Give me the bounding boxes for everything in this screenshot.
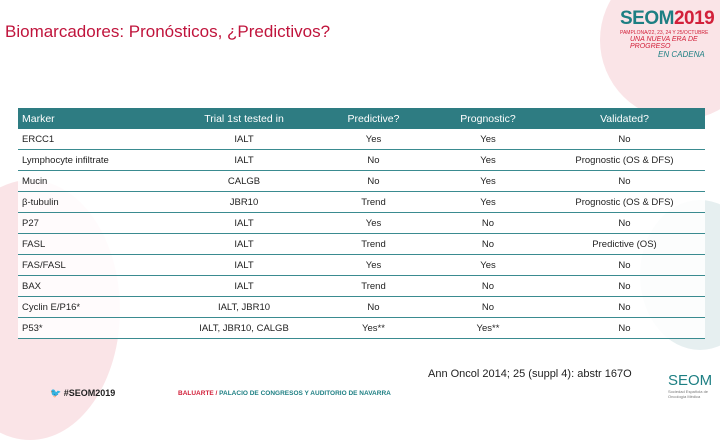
table-cell: No xyxy=(544,275,705,297)
table-cell: Trend xyxy=(315,233,432,255)
table-cell: Yes** xyxy=(315,317,432,339)
table-cell: IALT, JBR10, CALGB xyxy=(173,317,315,339)
table-cell: IALT xyxy=(173,233,315,255)
table-row: Lymphocyte infiltrate IALT No Yes Prognostic… xyxy=(18,149,705,171)
col-predictive: Predictive? xyxy=(315,108,432,129)
table-cell: No xyxy=(432,296,544,318)
table-cell: Mucin xyxy=(18,170,173,192)
table-cell: P27 xyxy=(18,212,173,234)
table-cell: No xyxy=(544,170,705,192)
table-row: Mucin CALGB No Yes No xyxy=(18,170,705,192)
table-cell: IALT, JBR10 xyxy=(173,296,315,318)
seom-logo: SEOM Sociedad Española de Oncología Médic… xyxy=(668,372,713,399)
seom-2019-logo: SEOM2019 PAMPLONA/22, 23, 24 Y 25/OCTUBR… xyxy=(620,8,715,59)
table-cell: No xyxy=(315,149,432,171)
table-cell: Yes xyxy=(315,129,432,150)
table-cell: Cyclin E/P16* xyxy=(18,296,173,318)
table-cell: FAS/FASL xyxy=(18,254,173,276)
table-row: P53* IALT, JBR10, CALGB Yes** Yes** No xyxy=(18,317,705,339)
table-cell: IALT xyxy=(173,254,315,276)
table-cell: FASL xyxy=(18,233,173,255)
col-validated: Validated? xyxy=(544,108,705,129)
table-cell: No xyxy=(544,254,705,276)
table-cell: Prognostic (OS & DFS) xyxy=(544,149,705,171)
table-cell: No xyxy=(432,212,544,234)
page-title: Biomarcadores: Pronósticos, ¿Predictivos… xyxy=(5,22,331,41)
table-cell: No xyxy=(432,275,544,297)
table-cell: IALT xyxy=(173,212,315,234)
table-row: Cyclin E/P16* IALT, JBR10 No No No xyxy=(18,296,705,318)
table-cell: Predictive (OS) xyxy=(544,233,705,255)
col-prognostic: Prognostic? xyxy=(432,108,544,129)
col-marker: Marker xyxy=(18,108,173,129)
table-cell: Yes xyxy=(432,149,544,171)
table-cell: No xyxy=(544,317,705,339)
table-cell: P53* xyxy=(18,317,173,339)
table-cell: BAX xyxy=(18,275,173,297)
table-cell: IALT xyxy=(173,129,315,150)
table-header-row: Marker Trial 1st tested in Predictive? P… xyxy=(18,108,705,129)
table-cell: Yes xyxy=(315,212,432,234)
biomarker-table: Marker Trial 1st tested in Predictive? P… xyxy=(18,108,705,339)
table-cell: No xyxy=(432,233,544,255)
table-cell: No xyxy=(315,296,432,318)
table-cell: Yes xyxy=(432,254,544,276)
venue-text: BALUARTE / PALACIO DE CONGRESOS Y AUDITO… xyxy=(178,390,391,397)
table-cell: IALT xyxy=(173,275,315,297)
table-cell: No xyxy=(544,296,705,318)
table-cell: ERCC1 xyxy=(18,129,173,150)
table-cell: CALGB xyxy=(173,170,315,192)
table-cell: β-tubulin xyxy=(18,191,173,213)
table-cell: Yes xyxy=(432,191,544,213)
table-cell: Yes xyxy=(432,129,544,150)
table-cell: Lymphocyte infiltrate xyxy=(18,149,173,171)
table-row: P27 IALT Yes No No xyxy=(18,212,705,234)
col-trial: Trial 1st tested in xyxy=(173,108,315,129)
twitter-icon: 🐦 xyxy=(50,388,62,398)
table-row: BAX IALT Trend No No xyxy=(18,275,705,297)
table-cell: IALT xyxy=(173,149,315,171)
table-cell: Trend xyxy=(315,275,432,297)
table-cell: Yes** xyxy=(432,317,544,339)
reference-citation: Ann Oncol 2014; 25 (suppl 4): abstr 167O xyxy=(428,368,632,380)
table-row: FAS/FASL IALT Yes Yes No xyxy=(18,254,705,276)
table-cell: Prognostic (OS & DFS) xyxy=(544,191,705,213)
twitter-hashtag[interactable]: 🐦 #SEOM2019 xyxy=(50,388,116,398)
table-cell: JBR10 xyxy=(173,191,315,213)
table-cell: No xyxy=(315,170,432,192)
table-row: ERCC1 IALT Yes Yes No xyxy=(18,129,705,150)
table-cell: Yes xyxy=(315,254,432,276)
table-row: β-tubulin JBR10 Trend Yes Prognostic (OS & D… xyxy=(18,191,705,213)
table-cell: Yes xyxy=(432,170,544,192)
table-row: FASL IALT Trend No Predictive (OS) xyxy=(18,233,705,255)
table-cell: No xyxy=(544,129,705,150)
table-cell: No xyxy=(544,212,705,234)
table-cell: Trend xyxy=(315,191,432,213)
